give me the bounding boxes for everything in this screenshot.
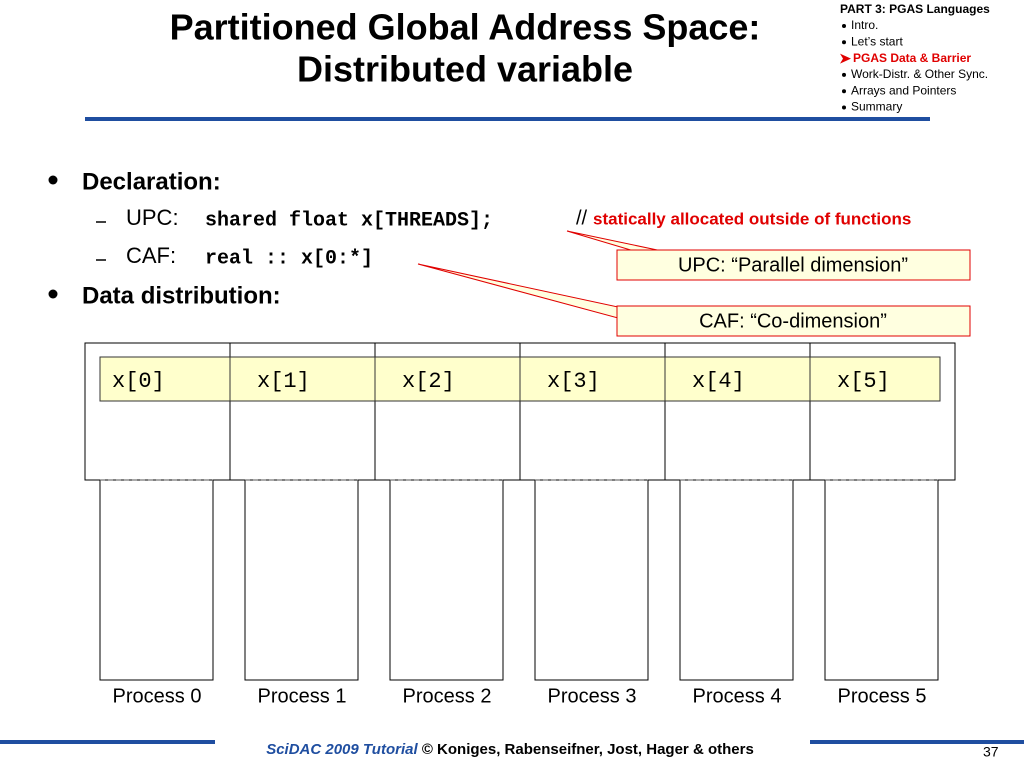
callout-box — [616, 305, 971, 337]
sub-label: UPC: — [126, 205, 179, 230]
code: real :: x[0:*] — [205, 247, 373, 270]
title-line: Partitioned Global Address Space: — [170, 7, 761, 48]
footer-event: SciDAC 2009 Tutorial — [266, 741, 418, 758]
comment-mark: // — [576, 207, 588, 229]
comment: statically allocated outside of function… — [593, 209, 911, 228]
process-label: Process 1 — [258, 685, 347, 707]
process-label: Process 5 — [838, 685, 927, 707]
nav-bullet — [842, 40, 846, 45]
private-memory — [99, 479, 214, 681]
footer-text: SciDAC 2009 Tutorial © Koniges, Rabensei… — [266, 741, 754, 758]
nav-bullet — [842, 72, 846, 77]
sub-label: CAF: — [126, 243, 176, 268]
process-label: Process 4 — [693, 685, 782, 707]
bullet — [48, 175, 58, 185]
private-memory — [824, 479, 939, 681]
memory-diagram: x[0] x[1] x[2] x[3] x[4] x[5] Process 0 Process… — [99, 343, 941, 707]
bullet-text: Declaration: — [82, 168, 221, 195]
footer-authors: © Koniges, Rabenseifner, Jost, Hager & o… — [422, 741, 754, 758]
callout-text: CAF: “Co-dimension” — [699, 310, 887, 332]
callout-pointer — [566, 230, 663, 252]
code: shared float x[THREADS]; — [205, 209, 493, 232]
nav-item: PGAS Data & Barrier — [853, 51, 971, 65]
nav-list: Intro. Let’s start PGAS Data & Barrier Work… — [840, 18, 988, 114]
callout-text: UPC: “Parallel dimension” — [678, 254, 908, 276]
nav-item: Summary — [851, 100, 902, 114]
nav-bullet — [842, 24, 846, 28]
bullet-text: Data distribution: — [82, 282, 281, 309]
process-label: Process 2 — [403, 685, 492, 707]
private-memory — [244, 479, 359, 681]
nav-item: Let’s start — [851, 34, 903, 48]
nav-heading: PART 3: PGAS Languages — [840, 2, 990, 16]
nav-item: Arrays and Pointers — [851, 83, 956, 97]
nav-bullet — [842, 105, 846, 110]
page-number: 37 — [983, 744, 999, 760]
callout-pointer — [417, 263, 619, 319]
bullet — [48, 289, 58, 299]
nav-bullet — [842, 89, 846, 94]
array-cell: x[5] — [837, 369, 890, 394]
array-cell: x[4] — [692, 369, 745, 394]
array-cell: x[0] — [112, 369, 165, 394]
callout-box — [616, 249, 971, 281]
private-memory — [389, 479, 504, 681]
array-cell: x[3] — [547, 369, 600, 394]
private-memory — [534, 479, 649, 681]
array-cell: x[1] — [257, 369, 310, 394]
title-line: Distributed variable — [297, 49, 633, 90]
process-label: Process 0 — [113, 685, 202, 707]
private-memory — [679, 479, 794, 681]
array-cell: x[2] — [402, 369, 455, 394]
nav-arrow — [840, 53, 851, 64]
process-label: Process 3 — [548, 685, 637, 707]
nav-item: Intro. — [851, 18, 878, 32]
nav-item: Work-Distr. & Other Sync. — [851, 67, 988, 81]
